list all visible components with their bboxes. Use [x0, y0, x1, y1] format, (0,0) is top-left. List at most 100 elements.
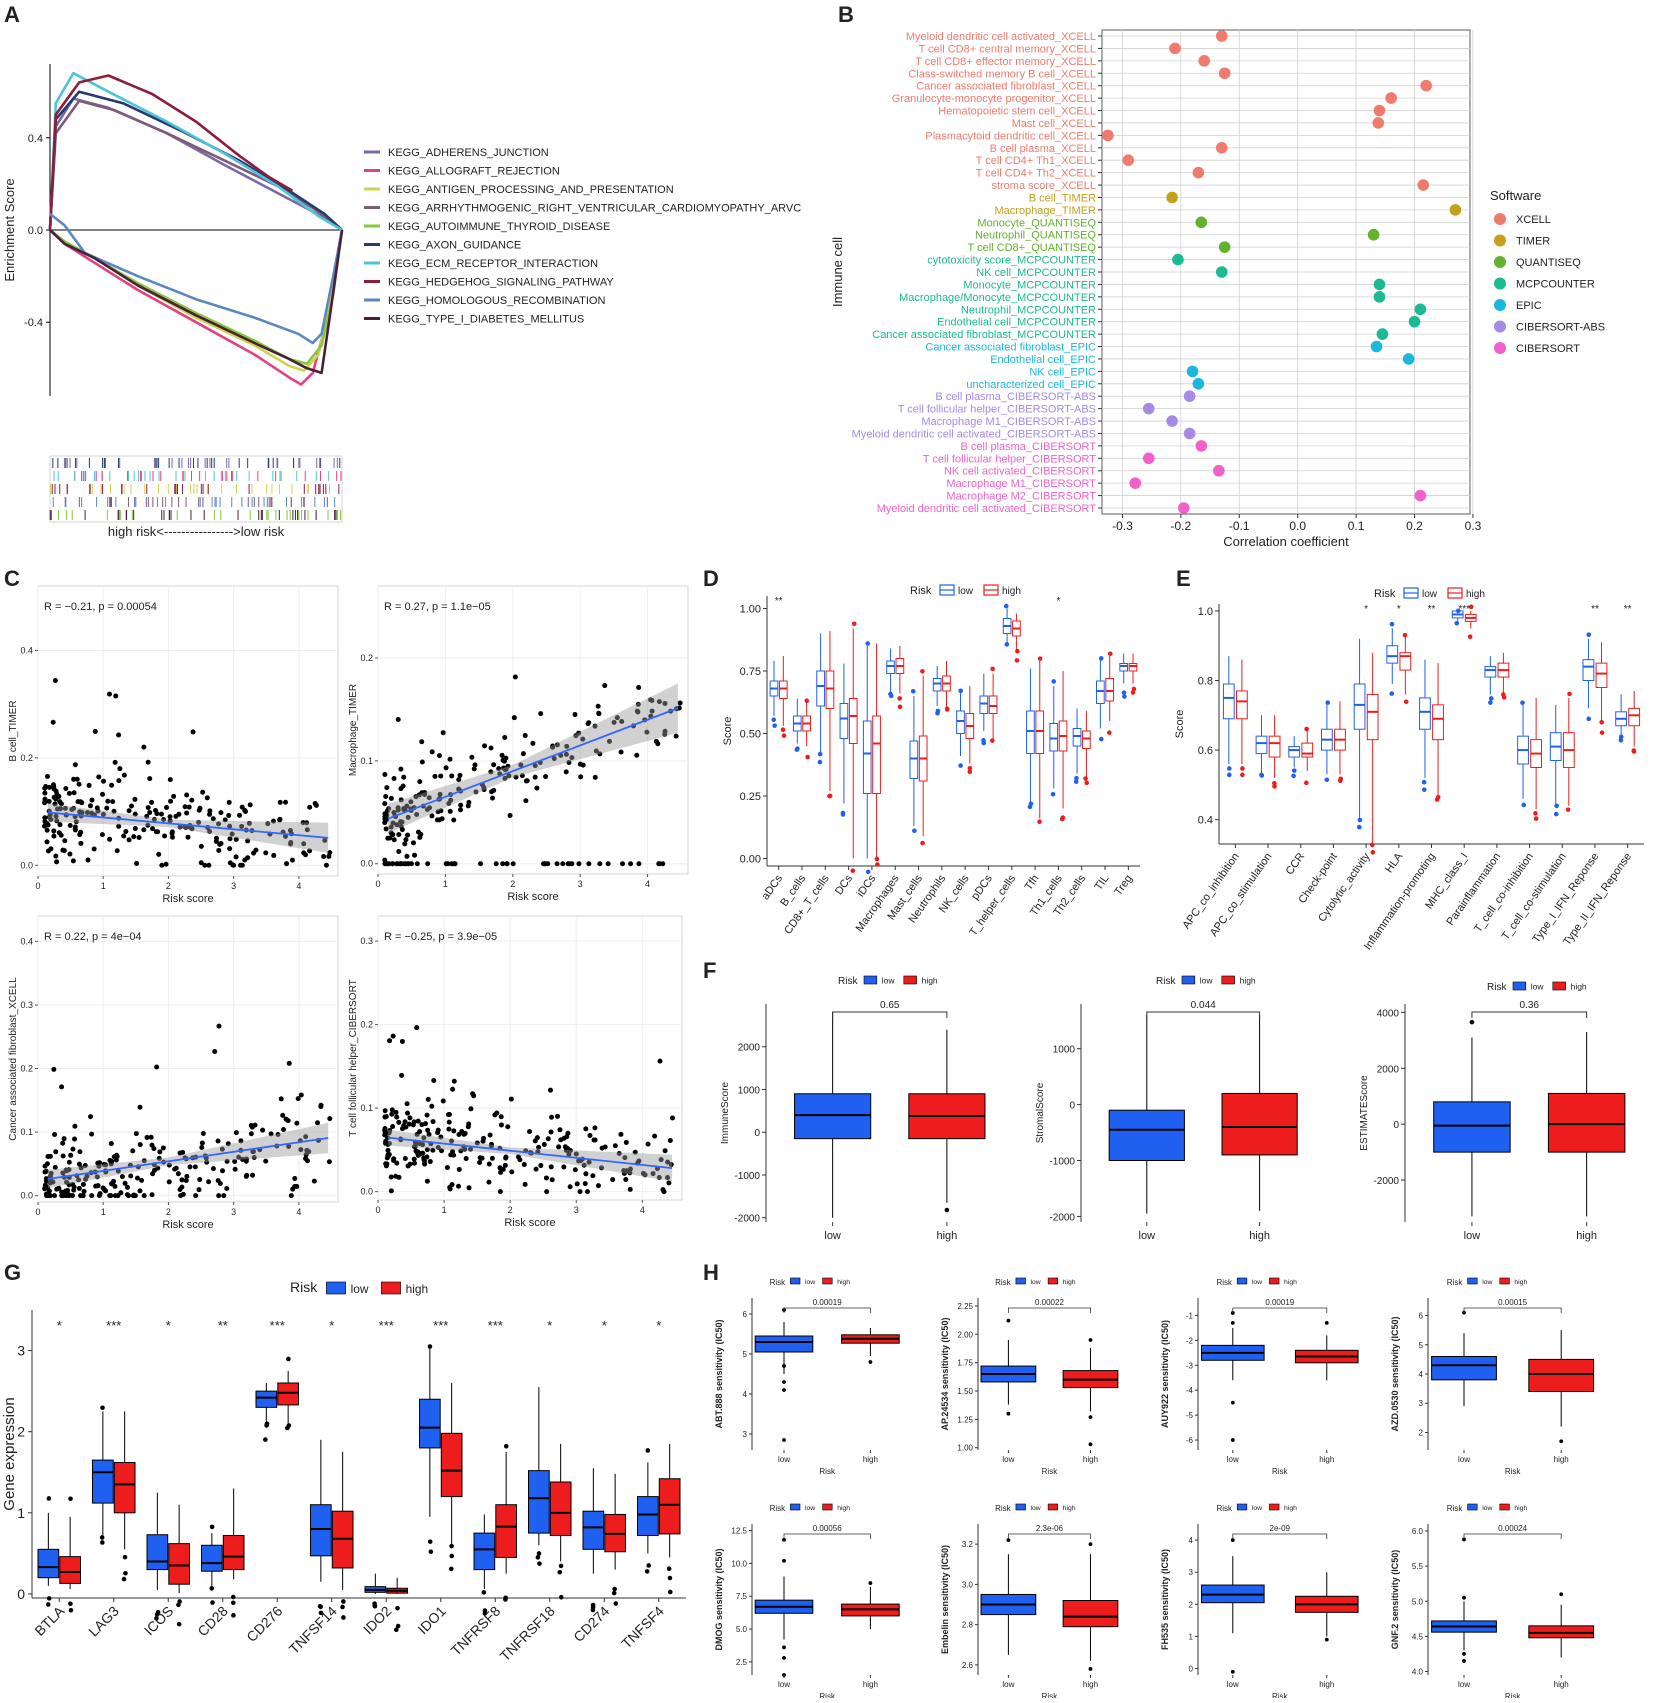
data-point	[118, 1190, 124, 1196]
data-point	[105, 798, 111, 804]
y-axis-label: ESTIMATEScore	[1359, 1075, 1370, 1151]
data-point	[158, 811, 164, 817]
series-line	[49, 212, 344, 345]
box-body	[988, 695, 998, 714]
legend-swatch-high	[822, 1503, 833, 1511]
data-point	[407, 1161, 413, 1167]
data-point	[141, 744, 147, 750]
data-point	[458, 802, 464, 808]
data-point	[46, 1188, 52, 1194]
confidence-band	[387, 1129, 673, 1182]
data-point	[677, 700, 683, 706]
x-axis-label: Risk	[1272, 1692, 1289, 1698]
data-point	[200, 1130, 206, 1136]
data-point	[313, 802, 319, 808]
data-point	[288, 1193, 294, 1199]
outlier-point	[177, 1599, 182, 1604]
data-point	[72, 1123, 78, 1129]
outlier-point	[503, 1597, 508, 1602]
data-point	[499, 752, 505, 758]
data-point	[44, 1161, 50, 1167]
data-point	[84, 809, 90, 815]
data-point	[413, 794, 419, 800]
data-point	[136, 835, 142, 841]
data-point	[184, 810, 190, 816]
data-point	[125, 1184, 131, 1190]
outlier-point	[805, 754, 810, 760]
data-point	[578, 774, 584, 780]
data-point	[611, 719, 617, 725]
outlier-point	[868, 1581, 873, 1585]
outlier-point	[1324, 1637, 1329, 1642]
legend-label-high: high	[1240, 976, 1256, 986]
data-point	[398, 786, 404, 792]
data-point	[652, 1133, 658, 1139]
x-tick-label: 0	[35, 1207, 40, 1217]
data-point	[71, 776, 77, 782]
y-tick-label: 1000	[738, 1085, 761, 1096]
data-point	[653, 738, 659, 744]
y-tick-label: B cell plasma_XCELL	[990, 143, 1096, 155]
outlier-point	[68, 1496, 73, 1502]
x-tick-label: Treg	[1112, 873, 1135, 898]
data-point	[430, 1147, 436, 1153]
x-tick-label: low	[1464, 1230, 1481, 1242]
legend-swatch	[1494, 277, 1506, 290]
legend-swatch-high	[1552, 981, 1566, 991]
outlier-point	[395, 1623, 401, 1629]
data-point	[498, 1114, 504, 1120]
data-point	[86, 782, 92, 788]
data-point	[385, 1135, 391, 1141]
data-point	[1215, 141, 1228, 154]
data-point	[597, 751, 603, 757]
data-point	[265, 821, 271, 827]
data-point	[563, 769, 569, 775]
data-point	[96, 774, 102, 780]
data-point	[1195, 440, 1208, 452]
data-point	[100, 811, 106, 817]
data-point	[1166, 415, 1178, 427]
legend-entry: KEGG_ALLOGRAFT_REJECTION	[388, 166, 560, 178]
data-point	[213, 838, 219, 844]
data-point	[233, 1130, 239, 1136]
box-body	[1062, 1600, 1119, 1628]
data-point	[470, 1091, 476, 1097]
y-tick-label: T cell CD8+ central memory_XCELL	[919, 43, 1096, 55]
outlier-point	[1520, 700, 1525, 706]
data-point	[78, 799, 84, 805]
data-point	[616, 1150, 622, 1156]
y-axis-label: StromalScore	[1035, 1082, 1046, 1143]
x-tick-label: TNFRSF8	[448, 1603, 504, 1659]
data-point	[275, 1131, 281, 1137]
data-point	[52, 1164, 58, 1170]
y-tick-label: stroma score_XCELL	[991, 180, 1096, 192]
outlier-point	[782, 1558, 786, 1563]
significance-mark: *	[1056, 596, 1060, 607]
data-point	[1186, 365, 1199, 378]
data-point	[51, 828, 57, 834]
data-point	[219, 1146, 225, 1152]
panel-letter-e: E	[1176, 566, 1191, 591]
data-point	[593, 748, 599, 754]
outlier-point	[1088, 1338, 1093, 1342]
data-point	[502, 775, 508, 781]
box-body	[848, 698, 858, 744]
data-point	[81, 1188, 87, 1194]
data-point	[1102, 129, 1114, 142]
data-point	[548, 1129, 554, 1135]
data-point	[449, 861, 455, 867]
data-point	[263, 1158, 269, 1164]
data-point	[288, 839, 294, 845]
data-point	[137, 1104, 143, 1110]
data-point	[51, 1193, 57, 1199]
x-tick-label: 4	[640, 1205, 645, 1215]
data-point	[115, 1168, 121, 1174]
legend-swatch-low	[1015, 1277, 1026, 1285]
data-point	[200, 789, 206, 795]
y-tick-label: 5	[743, 1350, 748, 1359]
data-point	[233, 836, 239, 842]
legend-swatch-low	[863, 975, 878, 985]
legend-swatch-low	[1236, 1277, 1248, 1285]
outlier-point	[666, 1566, 672, 1571]
fit-line	[387, 707, 679, 820]
